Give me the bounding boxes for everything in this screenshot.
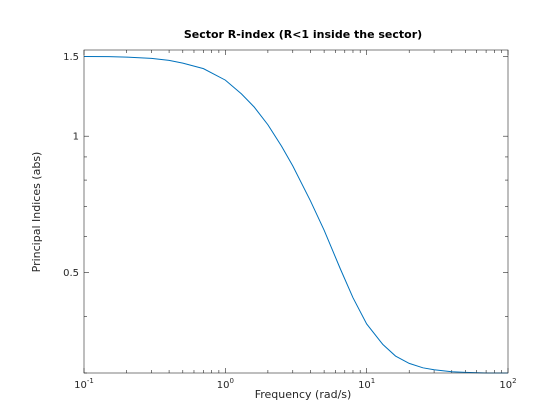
y-axis-label: Principal Indices (abs): [30, 152, 43, 273]
x-tick-label: 101: [358, 377, 375, 391]
y-tick-label: 1.5: [63, 52, 79, 63]
x-tick-label: 102: [499, 377, 516, 391]
plot-area: [84, 50, 508, 373]
x-axis-label: Frequency (rad/s): [255, 388, 352, 401]
x-tick-label: 100: [217, 377, 234, 391]
chart-title: Sector R-index (R<1 inside the sector): [184, 28, 422, 41]
x-tick-labels: 10-1 100 101 102: [74, 377, 516, 391]
x-tick-label: 10-1: [74, 377, 94, 391]
y-tick-label: 0.5: [63, 268, 79, 279]
ticks-layer: [83, 50, 509, 374]
y-tick-label: 1: [73, 132, 79, 143]
plot-frame: [83, 49, 509, 374]
y-tick-labels: 0.5 1 1.5: [63, 52, 79, 279]
series-line: [83, 55, 508, 374]
